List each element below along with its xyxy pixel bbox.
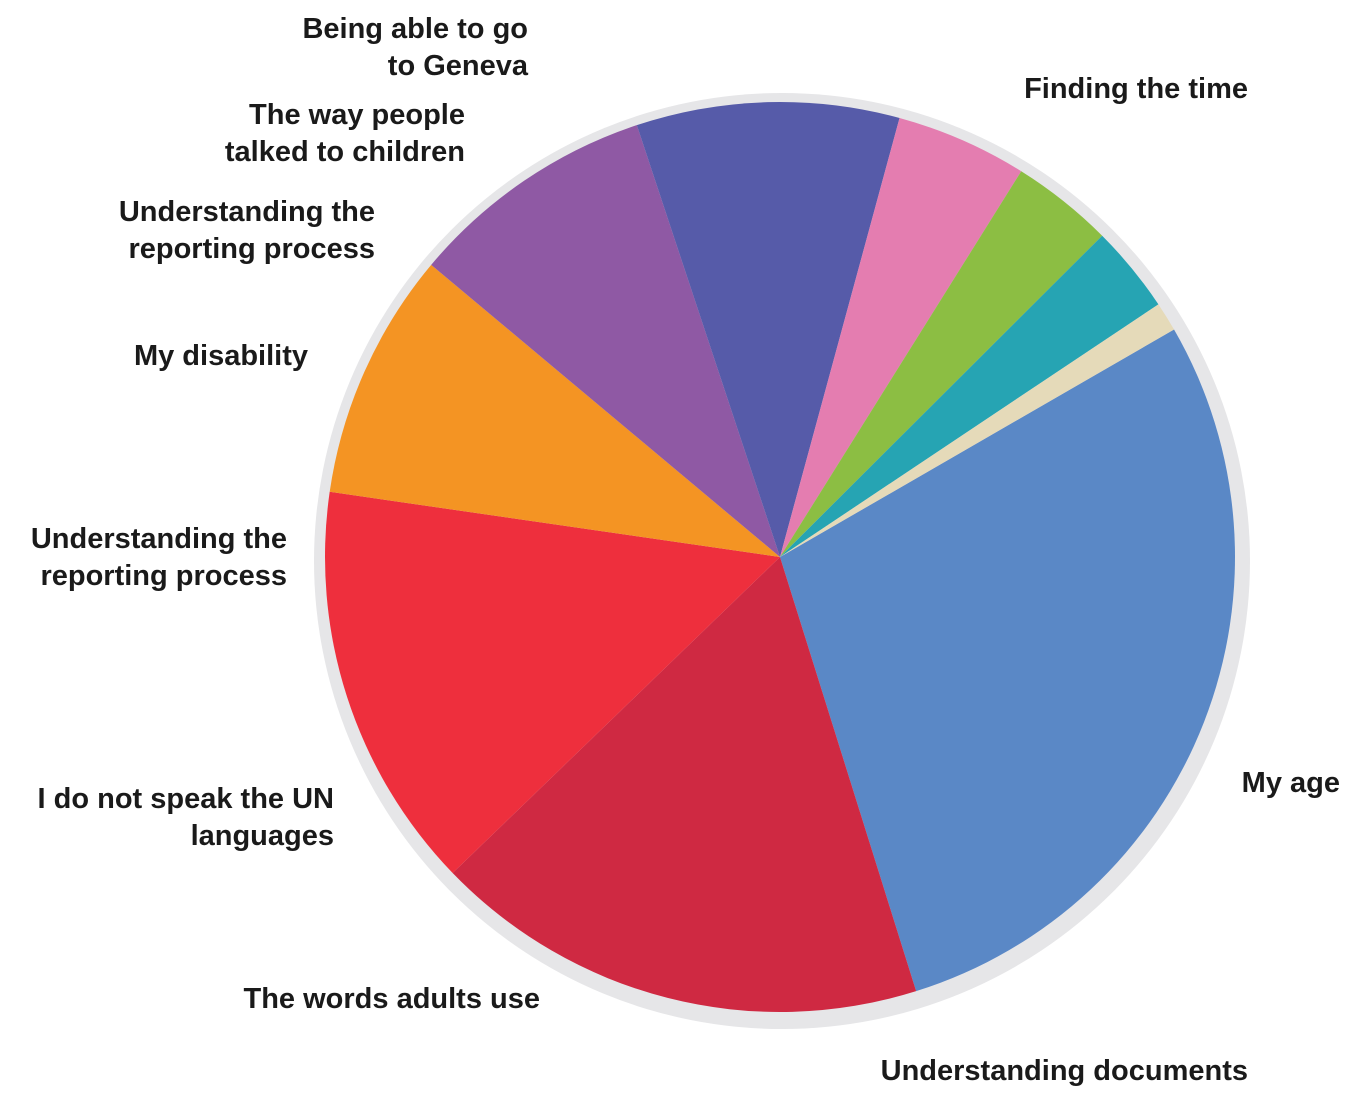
slice-label-line: The words adults use <box>244 983 541 1015</box>
slice-label-my-disability-6: My disability <box>134 340 308 372</box>
slice-label-understanding-the-reporting-process-7: Understanding the reporting process <box>119 196 375 265</box>
slice-label-line: to Geneva <box>388 50 529 82</box>
slice-label-being-able-to-go-to-geneva-9: Being able to go to Geneva <box>302 13 528 82</box>
slice-label-line: Understanding documents <box>881 1055 1248 1087</box>
slice-label-line: languages <box>191 820 334 852</box>
slice-label-the-words-adults-use-3: The words adults use <box>244 983 541 1015</box>
pie-slice-understanding-the-reporting-process-5 <box>636 102 900 557</box>
pie-slice-finding-the-time-0 <box>780 329 1235 992</box>
pie-slice-my-disability-6 <box>780 117 1022 558</box>
slice-label-finding-the-time-0: Finding the time <box>1024 73 1248 105</box>
pie-slice-i-do-not-speak-the-un-languages-4 <box>431 125 780 558</box>
pie-slice-my-age-1 <box>452 557 917 1013</box>
pie-slice-the-way-people-talked-to-children-8 <box>780 235 1159 557</box>
slice-label-line: Understanding the <box>119 196 375 228</box>
slice-label-line: reporting process <box>40 560 287 592</box>
slice-label-i-do-not-speak-the-un-languages-4: I do not speak the UN languages <box>38 783 334 852</box>
slice-label-understanding-documents-2: Understanding documents <box>881 1055 1248 1087</box>
slice-label-line: reporting process <box>128 233 375 265</box>
slice-label-line: Understanding the <box>31 523 287 555</box>
slice-label-the-way-people-talked-to-children-8: The way people talked to children <box>225 99 465 168</box>
slice-label-line: Being able to go <box>302 13 528 45</box>
pie-slices <box>325 102 1235 1013</box>
pie-slice-the-words-adults-use-3 <box>329 264 780 557</box>
slice-label-understanding-the-reporting-process-5: Understanding the reporting process <box>31 523 287 592</box>
pie-slice-understanding-documents-2 <box>325 491 780 874</box>
pie-labels: Finding the time My age Understanding docu… <box>31 13 1340 1087</box>
slice-label-my-age-1: My age <box>1242 767 1340 799</box>
slice-label-line: The way people <box>249 99 465 131</box>
slice-label-line: Finding the time <box>1024 73 1248 105</box>
slice-label-line: My age <box>1242 767 1340 799</box>
pie-slice-understanding-the-reporting-process-7 <box>780 171 1103 558</box>
slice-label-line: I do not speak the UN <box>38 783 334 815</box>
slice-label-line: My disability <box>134 340 308 372</box>
pie-slice-being-able-to-go-to-geneva-9 <box>780 304 1175 557</box>
slice-label-line: talked to children <box>225 136 465 168</box>
